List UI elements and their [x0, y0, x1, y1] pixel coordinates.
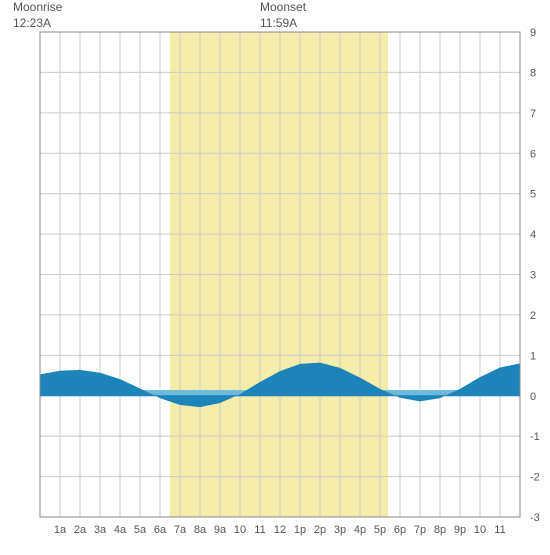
svg-text:10: 10 [234, 524, 246, 536]
svg-text:-2: -2 [530, 472, 540, 484]
svg-text:5p: 5p [374, 524, 386, 536]
moonset-label: Moonset 11:59A [260, 0, 306, 31]
svg-text:2p: 2p [314, 524, 326, 536]
svg-text:6: 6 [530, 148, 536, 160]
svg-text:12: 12 [274, 524, 286, 536]
moonset-time: 11:59A [260, 16, 297, 30]
svg-text:1a: 1a [54, 524, 67, 536]
svg-text:7: 7 [530, 108, 536, 120]
svg-text:9p: 9p [454, 524, 466, 536]
svg-text:0: 0 [530, 391, 536, 403]
svg-text:9a: 9a [214, 524, 227, 536]
svg-text:3p: 3p [334, 524, 346, 536]
svg-text:5: 5 [530, 189, 536, 201]
moonrise-title: Moonrise [13, 0, 62, 14]
svg-text:9: 9 [530, 27, 536, 39]
svg-text:3a: 3a [94, 524, 107, 536]
svg-text:4p: 4p [354, 524, 366, 536]
svg-text:11: 11 [494, 524, 505, 536]
moonrise-time: 12:23A [13, 16, 51, 30]
svg-text:5a: 5a [134, 524, 147, 536]
svg-text:1: 1 [530, 350, 536, 362]
svg-text:-1: -1 [530, 431, 540, 443]
svg-text:4a: 4a [114, 524, 127, 536]
svg-text:3: 3 [530, 270, 536, 282]
svg-text:7p: 7p [414, 524, 426, 536]
svg-text:8a: 8a [194, 524, 207, 536]
svg-text:6p: 6p [394, 524, 406, 536]
tide-chart-svg: 1a2a3a4a5a6a7a8a9a1011121p2p3p4p5p6p7p8p… [0, 0, 550, 550]
svg-text:7a: 7a [174, 524, 187, 536]
svg-text:2: 2 [530, 310, 536, 322]
svg-text:2a: 2a [74, 524, 87, 536]
svg-text:1p: 1p [294, 524, 306, 536]
moonset-title: Moonset [260, 0, 306, 14]
svg-text:11: 11 [254, 524, 265, 536]
svg-text:8: 8 [530, 67, 536, 79]
tide-chart-container: Moonrise 12:23A Moonset 11:59A 1a 2a 3a 4a 5… [0, 0, 550, 550]
svg-text:6a: 6a [154, 524, 167, 536]
moonrise-label: Moonrise 12:23A [13, 0, 62, 31]
svg-text:10: 10 [474, 524, 486, 536]
svg-text:-3: -3 [530, 512, 540, 524]
svg-text:4: 4 [530, 229, 536, 241]
svg-text:8p: 8p [434, 524, 446, 536]
